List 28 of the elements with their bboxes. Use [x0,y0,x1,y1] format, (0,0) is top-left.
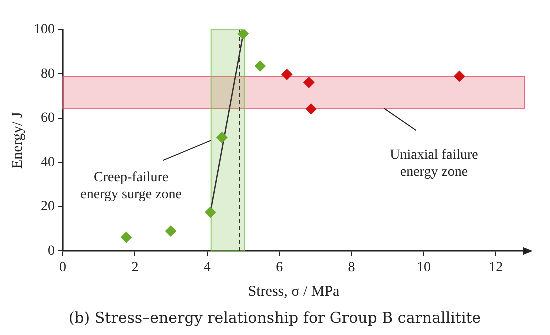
x-tick-label: 10 [416,260,431,276]
point [304,77,315,88]
x-tick-label: 4 [204,260,211,276]
y-axis-title: Energy/ J [10,112,26,170]
annotation: Uniaxial failure energy zone [390,148,478,180]
y-tick-label: 20 [41,200,55,215]
point [282,69,293,80]
point [165,226,176,237]
x-tick-label: 8 [348,260,356,276]
point [454,70,466,82]
x-tick-label: 6 [276,260,284,276]
y-tick-label: 40 [41,155,55,170]
x-axis-title: Stress, σ / MPa [248,284,340,300]
y-tick-label: 0 [48,244,55,259]
x-tick-label: 0 [60,260,66,276]
y-tick-label: 100 [34,22,55,38]
point [205,206,216,218]
y-tick-label: 60 [41,111,55,126]
point [238,30,249,40]
y-tick-label: 80 [41,66,55,82]
point [121,232,132,243]
x-tick-label: 2 [132,260,139,276]
x-tick-label: 12 [489,260,504,276]
text: (b) Stress–energy relationship for Group B carnallitite [68,309,482,327]
point [254,60,266,72]
point [216,132,228,144]
annotation: Creep-failure energy surge zone [80,170,182,202]
point [306,104,317,115]
